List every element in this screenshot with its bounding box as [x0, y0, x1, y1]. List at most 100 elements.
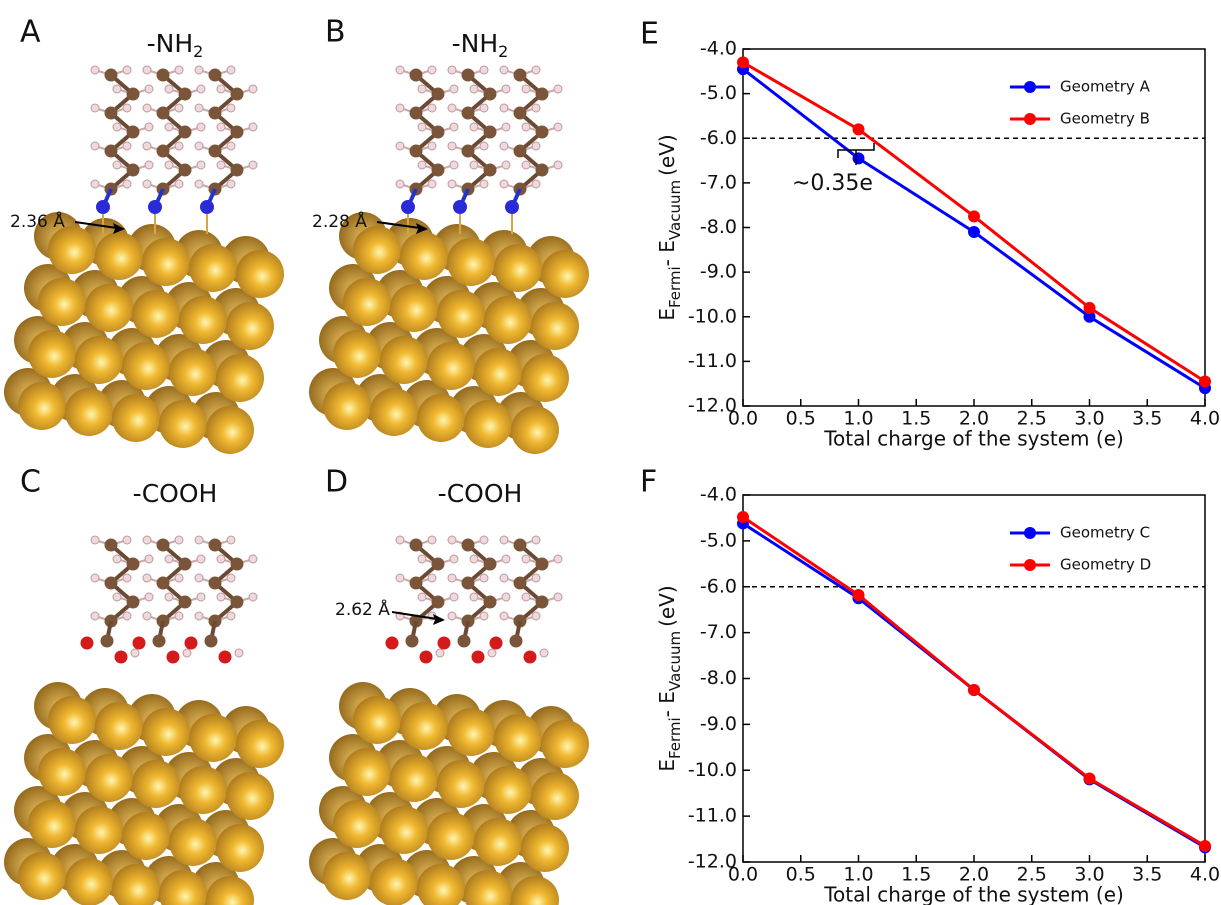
gold-atom — [189, 714, 237, 762]
hydrogen — [175, 536, 183, 544]
hydrogen — [91, 104, 99, 112]
gold-atom — [216, 824, 264, 872]
gold-atom — [112, 394, 160, 442]
carbon — [410, 539, 423, 552]
x-tick-label: 3.5 — [1132, 864, 1162, 886]
gold-atom — [122, 342, 170, 390]
y-axis-title-part: (eV) — [655, 134, 679, 176]
carbon — [536, 596, 549, 609]
hydrogen — [195, 142, 203, 150]
y-tick-label: -8.0 — [700, 667, 737, 689]
gold-atom — [75, 336, 123, 384]
hydrogen — [502, 123, 510, 131]
panel-title-main: -COOH — [133, 479, 218, 508]
gold-atom — [236, 720, 284, 768]
hydrogen — [217, 161, 225, 169]
carbon — [432, 596, 445, 609]
panel-title-main: -NH — [452, 29, 499, 58]
carbon — [105, 539, 118, 552]
y-tick-label: -7.0 — [700, 171, 737, 193]
gold-atom — [28, 330, 76, 378]
hydrogen — [418, 555, 426, 563]
data-point — [853, 123, 865, 135]
gold-atom — [323, 852, 371, 900]
hydrogen — [450, 593, 458, 601]
hydrogen — [480, 104, 488, 112]
hydrogen — [450, 555, 458, 563]
hydrogen — [480, 574, 488, 582]
carbon — [127, 596, 140, 609]
hydrogen — [145, 593, 153, 601]
carbon — [179, 558, 192, 571]
hydrogen — [123, 536, 131, 544]
nitrogen — [401, 200, 415, 214]
gold-slab — [4, 212, 284, 454]
hydrogen — [500, 142, 508, 150]
gold-atom — [427, 342, 475, 390]
gold-atom — [226, 302, 274, 350]
legend-label: Geometry D — [1060, 556, 1151, 574]
y-tick-label: -7.0 — [700, 621, 737, 643]
x-axis-title: Total charge of the system (e) — [823, 883, 1124, 905]
hydrogen — [249, 593, 257, 601]
hydrogen — [227, 536, 235, 544]
carbon — [209, 107, 222, 120]
hydrogen — [450, 161, 458, 169]
hydrogen — [113, 555, 121, 563]
hydrogen — [396, 574, 404, 582]
y-axis-title-subscript: Fermi — [666, 717, 684, 759]
hydrogen — [165, 555, 173, 563]
data-point — [737, 511, 749, 523]
gold-atom — [18, 852, 66, 900]
hydrogen — [428, 180, 436, 188]
y-tick-label: -9.0 — [700, 261, 737, 283]
distance-annotation: 2.28 Å — [312, 210, 367, 232]
hydrogen — [502, 161, 510, 169]
hydrogen — [450, 123, 458, 131]
hydrogen — [532, 66, 540, 74]
carbon — [157, 539, 170, 552]
gold-atom — [531, 302, 579, 350]
panel-label: A — [20, 15, 41, 50]
gold-atom — [65, 858, 113, 905]
panel-title: -COOH — [438, 479, 523, 508]
gold-atom — [494, 714, 542, 762]
carbon — [209, 69, 222, 82]
hydrogen — [217, 85, 225, 93]
oxygen — [115, 651, 128, 664]
hydrogen — [532, 142, 540, 150]
carbon — [231, 164, 244, 177]
y-tick-label: -10.0 — [688, 759, 737, 781]
hydrogen — [143, 536, 151, 544]
hydrogen — [502, 85, 510, 93]
panel-title-main: -COOH — [438, 479, 523, 508]
hydrogen — [532, 180, 540, 188]
hydrogen — [418, 85, 426, 93]
hydrogen — [195, 574, 203, 582]
y-axis-title-subscript: Fermi — [666, 266, 684, 308]
y-axis-title-part: - E — [655, 691, 679, 717]
carbon — [209, 577, 222, 590]
legend-label: Geometry B — [1060, 110, 1150, 128]
carbon — [127, 164, 140, 177]
panel-title: -NH2 — [147, 29, 204, 61]
gold-atom — [447, 238, 495, 286]
hydrogen — [554, 161, 562, 169]
hydrogen — [91, 574, 99, 582]
panel-title-subscript: 2 — [498, 42, 508, 61]
gold-atom — [132, 760, 180, 808]
hydrogen — [249, 85, 257, 93]
carbon — [105, 69, 118, 82]
hydrogen — [165, 593, 173, 601]
gold-atom — [323, 382, 371, 430]
distance-annotation: 2.36 Å — [10, 210, 65, 232]
carbon — [410, 145, 423, 158]
carbon — [458, 635, 471, 648]
hydrogen — [123, 142, 131, 150]
gold-atom — [447, 708, 495, 756]
x-tick-label: 0.5 — [786, 408, 816, 430]
hydrogen — [249, 161, 257, 169]
hydrogen — [165, 161, 173, 169]
y-tick-label: -11.0 — [688, 350, 737, 372]
gold-atom — [226, 772, 274, 820]
